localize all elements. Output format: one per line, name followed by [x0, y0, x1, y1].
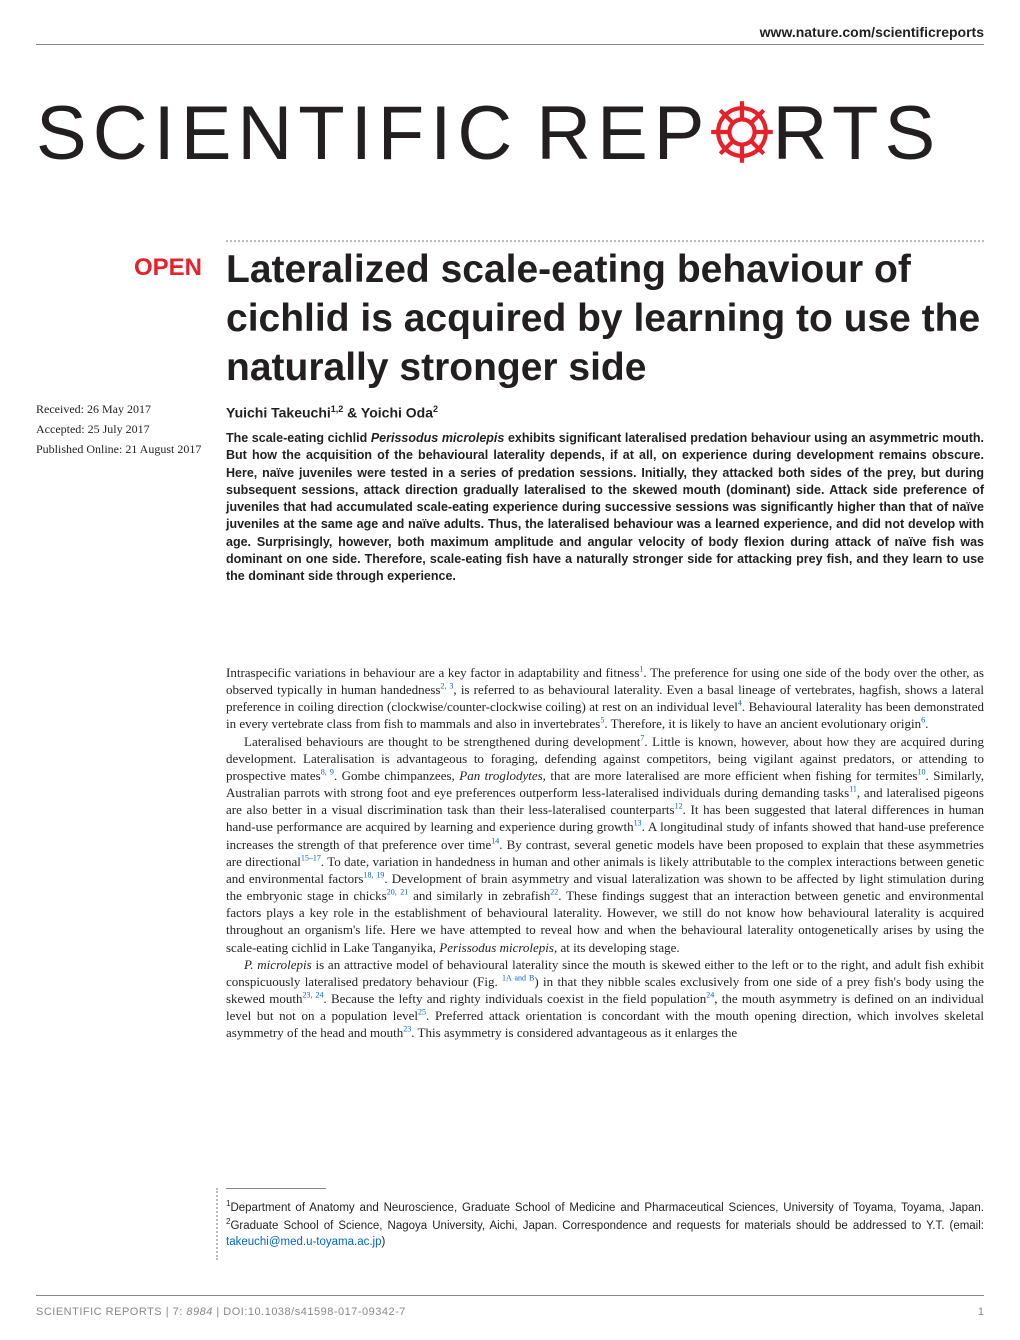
page-number: 1: [978, 1306, 984, 1318]
affil-divider: [226, 1188, 326, 1189]
published-date: Published Online: 21 August 2017: [36, 440, 212, 458]
title-divider: [226, 240, 984, 242]
author-list: Yuichi Takeuchi1,2 & Yoichi Oda2: [226, 404, 984, 421]
article-title: Lateralized scale-eating behaviour of ci…: [226, 246, 984, 392]
affil-dotted-side: [216, 1188, 218, 1260]
abstract: The scale-eating cichlid Perissodus micr…: [226, 430, 984, 585]
paragraph-2: Lateralised behaviours are thought to be…: [226, 733, 984, 956]
body-text: Intraspecific variations in behaviour ar…: [226, 664, 984, 1041]
timeline-sidebar: Received: 26 May 2017 Accepted: 25 July …: [36, 400, 212, 460]
accepted-date: Accepted: 25 July 2017: [36, 420, 212, 438]
author-1: Yuichi Takeuchi: [226, 405, 331, 421]
author-1-affil: 1,2: [331, 404, 344, 414]
journal-logo: SCIENTIFIC REP: [36, 90, 984, 177]
author-separator: & Yoichi Oda: [343, 405, 433, 421]
header-url: www.nature.com/scientificreports: [760, 24, 984, 40]
open-access-badge: OPEN: [134, 254, 202, 282]
footer-citation: SCIENTIFIC REPORTS | 7: 8984 | DOI:10.10…: [36, 1306, 406, 1318]
gear-icon: [707, 97, 777, 167]
paragraph-3: P. microlepis is an attractive model of …: [226, 956, 984, 1042]
logo-part2: REP: [536, 90, 710, 177]
received-date: Received: 26 May 2017: [36, 400, 212, 418]
logo-part1: SCIENTIFIC: [36, 90, 518, 177]
author-2-affil: 2: [433, 404, 438, 414]
top-divider: [36, 44, 984, 45]
paragraph-1: Intraspecific variations in behaviour ar…: [226, 664, 984, 733]
affiliations: 1Department of Anatomy and Neuroscience,…: [226, 1198, 984, 1250]
logo-part3: RTS: [773, 90, 942, 177]
footer-divider: [36, 1295, 984, 1296]
footer: SCIENTIFIC REPORTS | 7: 8984 | DOI:10.10…: [36, 1306, 984, 1318]
